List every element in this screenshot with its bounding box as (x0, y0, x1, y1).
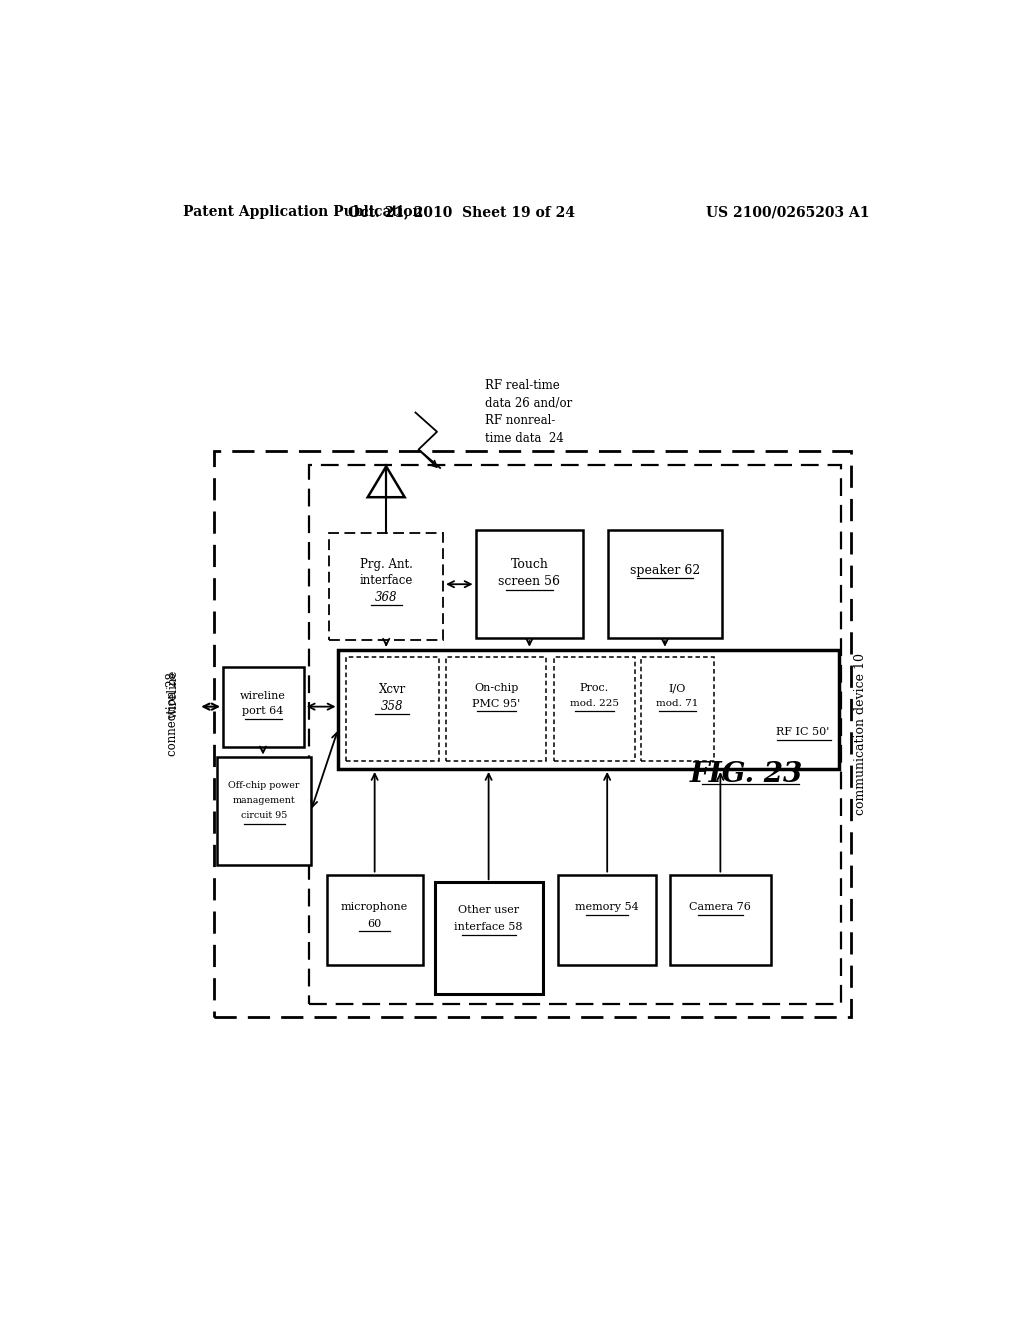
Bar (309, 465, 841, 1003)
Text: 60: 60 (368, 919, 382, 929)
Text: mod. 225: mod. 225 (569, 700, 618, 708)
Text: Off-chip power: Off-chip power (228, 780, 299, 789)
Text: wireline: wireline (240, 690, 286, 701)
Bar (475, 531, 584, 638)
Bar (346, 657, 438, 762)
Bar (217, 758, 310, 866)
Text: FIG. 23: FIG. 23 (690, 760, 803, 788)
Bar (641, 657, 714, 762)
Bar (214, 451, 851, 1016)
Bar (446, 657, 547, 762)
Text: communication device 10: communication device 10 (854, 652, 867, 814)
Text: Other user: Other user (458, 906, 519, 915)
Text: Camera 76: Camera 76 (689, 902, 752, 912)
Text: Touch: Touch (511, 558, 549, 572)
Text: time data  24: time data 24 (484, 432, 563, 445)
Text: interface 58: interface 58 (455, 921, 523, 932)
Text: US 2100/0265203 A1: US 2100/0265203 A1 (707, 206, 869, 219)
Text: memory 54: memory 54 (575, 902, 639, 912)
Text: mod. 71: mod. 71 (656, 700, 698, 708)
Bar (327, 874, 423, 965)
Text: wireline: wireline (167, 669, 179, 718)
Text: RF IC 50': RF IC 50' (776, 727, 829, 737)
Bar (339, 649, 839, 770)
Text: data 26 and/or: data 26 and/or (484, 397, 572, 409)
Text: PMC 95': PMC 95' (472, 698, 520, 709)
Bar (554, 657, 635, 762)
Text: Proc.: Proc. (580, 684, 608, 693)
Text: Oct. 21, 2010  Sheet 19 of 24: Oct. 21, 2010 Sheet 19 of 24 (348, 206, 575, 219)
Text: circuit 95: circuit 95 (241, 812, 287, 821)
Text: 368: 368 (375, 591, 397, 603)
Text: speaker 62: speaker 62 (630, 564, 700, 577)
Text: microphone: microphone (341, 902, 409, 912)
Text: RF real-time: RF real-time (484, 379, 559, 392)
Text: On-chip: On-chip (474, 684, 518, 693)
Text: I/O: I/O (669, 684, 686, 693)
Text: port 64: port 64 (243, 706, 284, 717)
Text: Prg. Ant.: Prg. Ant. (359, 558, 413, 572)
Text: interface: interface (359, 574, 413, 587)
Bar (608, 531, 722, 638)
Text: 358: 358 (381, 700, 403, 713)
Bar (223, 667, 304, 747)
Text: Xcvr: Xcvr (379, 684, 406, 696)
Text: screen 56: screen 56 (499, 576, 560, 589)
Bar (670, 874, 771, 965)
Text: RF nonreal-: RF nonreal- (484, 414, 555, 428)
Text: connection 28: connection 28 (167, 672, 179, 756)
Text: management: management (232, 796, 295, 805)
Bar (558, 874, 656, 965)
Bar (330, 533, 443, 640)
Text: Patent Application Publication: Patent Application Publication (183, 206, 423, 219)
Bar (435, 882, 543, 994)
